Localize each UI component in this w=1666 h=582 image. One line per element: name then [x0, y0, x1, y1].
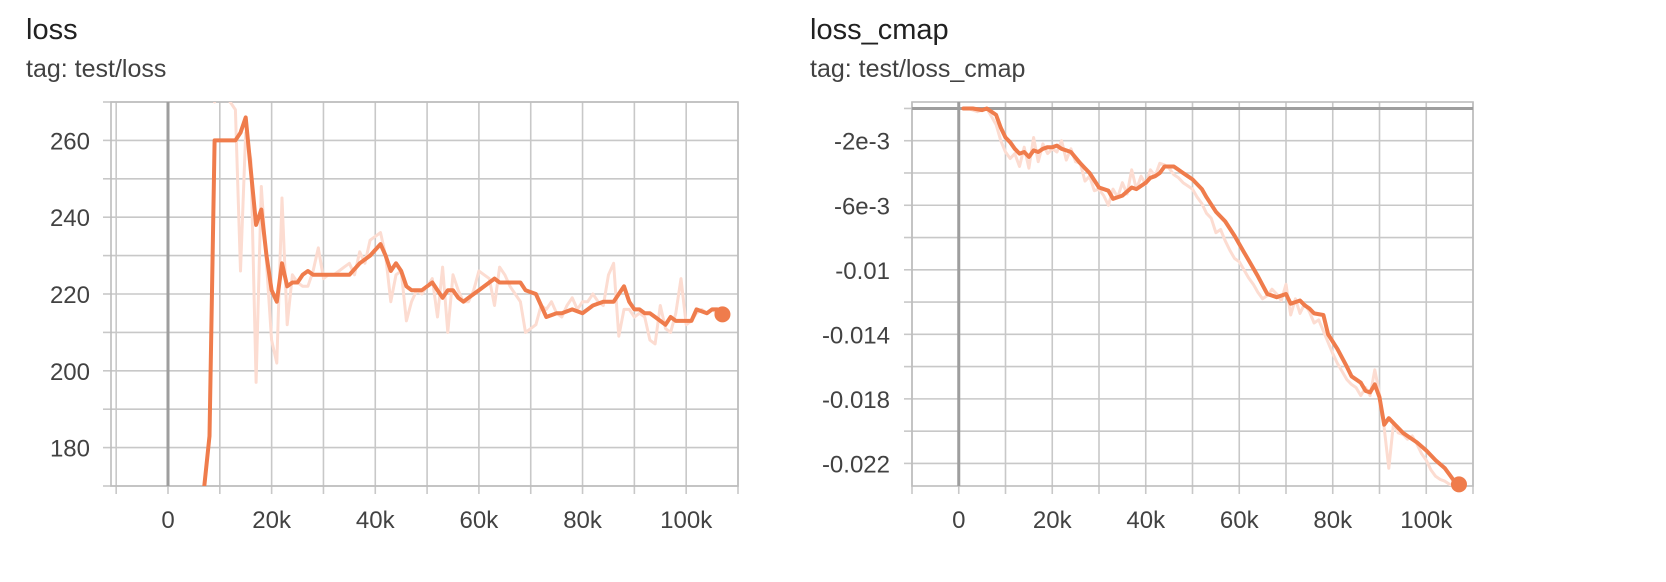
y-tick-label: -6e-3: [834, 193, 890, 220]
y-tick-label: 240: [50, 205, 90, 232]
series-end-marker[interactable]: [1450, 476, 1467, 493]
chart-subtitle: tag: test/loss_cmap: [810, 55, 1026, 83]
chart-title: loss_cmap: [810, 14, 949, 46]
y-tick-label: -0.014: [822, 322, 890, 349]
y-tick-label: -0.022: [822, 451, 890, 478]
plot-frame: [110, 101, 739, 487]
x-tick-label: 20k: [1033, 507, 1073, 534]
raw-series-line[interactable]: [966, 107, 1461, 487]
x-tick-label: 60k: [1220, 507, 1260, 534]
smoothed-series-line[interactable]: [961, 106, 1461, 486]
loss-cmap-chart[interactable]: -2e-3 -6e-3 -0.01 -0.014 -0.018 -0.022 0 20k 40k…: [810, 0, 1666, 582]
x-tick-label: 40k: [356, 507, 396, 534]
y-tick-label: 180: [50, 436, 90, 463]
x-tick-label: 80k: [1313, 507, 1353, 534]
x-tick-label: 80k: [563, 507, 603, 534]
loss-chart[interactable]: 180 200 220 240 260 0 20k 40k 60k 80k 100k: [0, 0, 800, 582]
grid: [103, 101, 739, 494]
x-tick-label: 40k: [1126, 507, 1166, 534]
x-tick-label: 100k: [660, 507, 713, 534]
raw-series-line[interactable]: [213, 83, 724, 384]
plot-frame: [911, 101, 1474, 487]
x-tick-label: 60k: [460, 507, 500, 534]
chart-title: loss: [26, 14, 78, 46]
y-tick-label: 260: [50, 128, 90, 155]
y-tick-label: -2e-3: [834, 129, 890, 156]
y-tick-label: -0.018: [822, 387, 890, 414]
y-tick-label: 220: [50, 282, 90, 309]
x-tick-label: 0: [952, 507, 965, 534]
y-tick-label: -0.01: [835, 258, 890, 285]
loss-chart-card: loss tag: test/loss 180 200 220 240 260 0 20k 4…: [0, 0, 800, 582]
x-tick-label: 0: [161, 507, 174, 534]
grid: [904, 101, 1474, 494]
x-tick-label: 100k: [1400, 507, 1453, 534]
series-end-marker[interactable]: [714, 306, 731, 323]
y-tick-label: 200: [50, 359, 90, 386]
chart-subtitle: tag: test/loss: [26, 55, 167, 83]
smoothed-series-line[interactable]: [202, 115, 725, 486]
x-tick-label: 20k: [252, 507, 292, 534]
loss-cmap-chart-card: loss_cmap tag: test/loss_cmap -2e-3 -6e-3…: [810, 0, 1666, 582]
